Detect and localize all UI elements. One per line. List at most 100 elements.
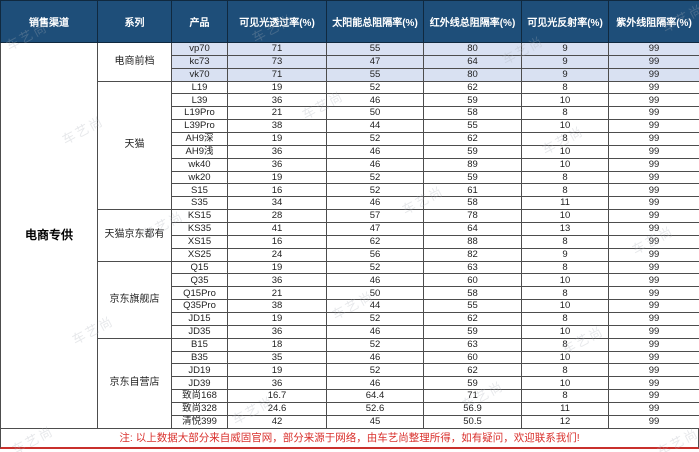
channel-cell: 电商专供 (0, 42, 98, 429)
value-cell: 52 (326, 337, 424, 352)
value-cell: 99 (608, 312, 699, 326)
product-cell: AH9浅 (171, 144, 228, 159)
column-header-2: 系列 (97, 0, 172, 43)
value-cell: 56 (326, 247, 424, 262)
product-cell: wk40 (171, 157, 228, 172)
value-cell: 8 (521, 132, 609, 146)
value-cell: 52 (326, 312, 424, 326)
value-cell: 10 (521, 157, 609, 172)
value-cell: 45 (326, 414, 424, 429)
value-cell: 19 (227, 132, 327, 146)
value-cell: 16 (227, 234, 327, 249)
product-cell: L19Pro (171, 106, 228, 121)
value-cell: 10 (521, 350, 609, 365)
product-cell: wk20 (171, 170, 228, 185)
value-cell: 99 (608, 42, 699, 56)
value-cell: 35 (227, 350, 327, 365)
value-cell: 99 (608, 260, 699, 275)
value-cell: 64 (423, 54, 522, 69)
value-cell: 11 (521, 402, 609, 416)
column-header-1: 销售渠道 (0, 0, 98, 43)
value-cell: 55 (326, 42, 424, 56)
value-cell: 99 (608, 299, 699, 314)
value-cell: 99 (608, 376, 699, 391)
table-row: 致尚328 24.6 52.6 56.9 11 99 (1, 402, 699, 416)
value-cell: 46 (326, 324, 424, 339)
value-cell: 9 (521, 54, 609, 69)
value-cell: 52 (326, 183, 424, 198)
value-cell: 24 (227, 247, 327, 262)
product-cell: Q35Pro (171, 299, 228, 314)
value-cell: 99 (608, 350, 699, 365)
column-header-7: 可见光反射率(%) (521, 0, 609, 43)
column-header-8: 紫外线阻隔率(%) (608, 0, 699, 43)
value-cell: 55 (326, 67, 424, 82)
product-cell: L39 (171, 93, 228, 108)
value-cell: 34 (227, 196, 327, 211)
value-cell: 58 (423, 286, 522, 301)
value-cell: 55 (423, 299, 522, 314)
value-cell: 8 (521, 234, 609, 249)
series-cell-1: 电商前档 (97, 42, 172, 82)
value-cell: 46 (326, 196, 424, 211)
value-cell: 24.6 (227, 402, 327, 416)
series-cell-4: 京东旗舰店 (97, 260, 172, 339)
column-header-6: 红外线总阻隔率(%) (423, 0, 522, 43)
value-cell: 8 (521, 170, 609, 185)
value-cell: 21 (227, 286, 327, 301)
value-cell: 71 (227, 42, 327, 56)
product-cell: 致尚168 (171, 389, 228, 404)
value-cell: 99 (608, 144, 699, 159)
value-cell: 99 (608, 209, 699, 224)
value-cell: 99 (608, 132, 699, 146)
product-cell: L19 (171, 80, 228, 95)
value-cell: 9 (521, 247, 609, 262)
value-cell: 99 (608, 222, 699, 236)
value-cell: 99 (608, 119, 699, 134)
value-cell: 8 (521, 389, 609, 404)
value-cell: 13 (521, 222, 609, 236)
value-cell: 19 (227, 260, 327, 275)
table-row: wk20 19 52 59 8 99 (1, 170, 699, 185)
product-cell: Q15 (171, 260, 228, 275)
value-cell: 56.9 (423, 402, 522, 416)
value-cell: 12 (521, 414, 609, 429)
value-cell: 62 (423, 363, 522, 378)
value-cell: 46 (326, 273, 424, 288)
value-cell: 47 (326, 222, 424, 236)
value-cell: 59 (423, 376, 522, 391)
value-cell: 28 (227, 209, 327, 224)
value-cell: 99 (608, 67, 699, 82)
value-cell: 55 (423, 119, 522, 134)
value-cell: 50 (326, 106, 424, 121)
value-cell: 8 (521, 312, 609, 326)
table-row: 京东旗舰店 Q15 19 52 63 8 99 (1, 260, 699, 339)
value-cell: 38 (227, 299, 327, 314)
value-cell: 19 (227, 312, 327, 326)
product-cell: S15 (171, 183, 228, 198)
footer-note-text: 注: 以上数据大部分来自威固官网，部分来源于网络，由车艺尚整理所得，如有疑问，欢… (119, 432, 580, 445)
value-cell: 11 (521, 196, 609, 211)
table-row: JD19 19 52 62 8 99 (1, 363, 699, 378)
value-cell: 62 (423, 80, 522, 95)
product-cell: Q35 (171, 273, 228, 288)
product-cell: AH9深 (171, 132, 228, 146)
column-header-5: 太阳能总阻隔率(%) (326, 0, 424, 43)
product-cell: vk70 (171, 67, 228, 82)
value-cell: 36 (227, 93, 327, 108)
value-cell: 36 (227, 273, 327, 288)
series-cell-5: 京东自营店 (97, 337, 172, 429)
product-cell: 清悦399 (171, 414, 228, 429)
value-cell: 58 (423, 106, 522, 121)
value-cell: 99 (608, 54, 699, 69)
value-cell: 8 (521, 363, 609, 378)
value-cell: 10 (521, 144, 609, 159)
value-cell: 41 (227, 222, 327, 236)
value-cell: 10 (521, 119, 609, 134)
product-cell: Q15Pro (171, 286, 228, 301)
value-cell: 99 (608, 80, 699, 95)
value-cell: 36 (227, 144, 327, 159)
table-row: S35 34 46 58 11 99 (1, 196, 699, 211)
value-cell: 44 (326, 299, 424, 314)
